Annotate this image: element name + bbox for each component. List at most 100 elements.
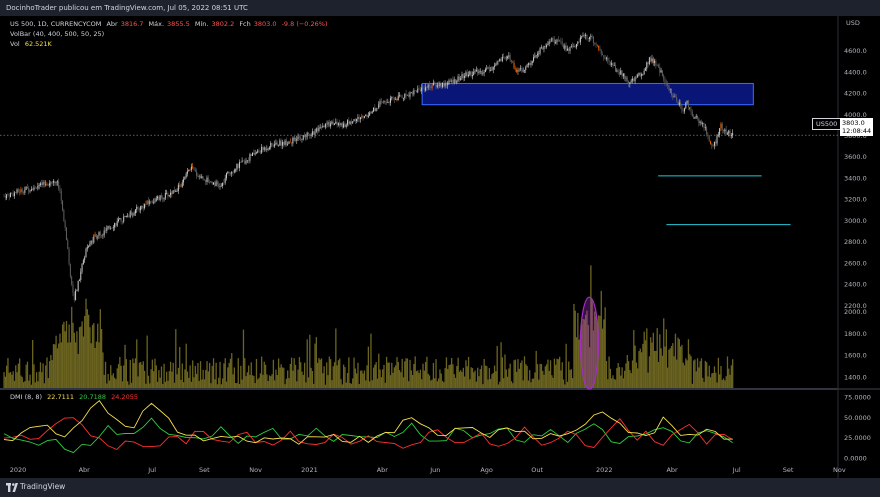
volume-bar	[439, 369, 441, 388]
candle-body	[197, 176, 199, 177]
dmi-pane	[0, 390, 838, 461]
volume-bar	[210, 383, 212, 388]
candle-body	[149, 201, 151, 204]
volume-bar	[674, 333, 677, 388]
legend-low-label: Mín.	[194, 20, 209, 28]
candle-body	[51, 182, 53, 184]
candle-body	[203, 179, 205, 181]
candle-body	[402, 97, 404, 99]
volume-bar	[197, 363, 199, 388]
volume-bar	[237, 358, 239, 388]
volume-bar	[136, 339, 138, 388]
volume-bar	[504, 354, 506, 388]
volume-bar	[527, 380, 530, 388]
candle-body	[449, 80, 451, 82]
volume-bar	[98, 342, 100, 388]
volume-bar	[56, 348, 59, 388]
candle-body	[283, 141, 285, 145]
candle-body	[179, 184, 181, 187]
volume-bar	[356, 373, 358, 388]
volume-bar	[558, 356, 561, 388]
volume-bar	[106, 383, 108, 388]
volume-bar	[687, 339, 690, 388]
volume-bar	[107, 373, 109, 388]
candle-body	[704, 127, 706, 129]
volume-bar	[560, 370, 562, 388]
candle-body	[155, 198, 157, 202]
candle-body	[693, 116, 695, 119]
price-tick-label: 2200.0	[844, 302, 867, 310]
volume-bar	[414, 356, 416, 388]
volume-bar	[726, 356, 729, 388]
volume-bar	[246, 372, 249, 388]
candle-body	[33, 187, 35, 191]
candle-body	[466, 72, 468, 77]
last-price-value: 3803.0	[842, 119, 865, 127]
legend-open-value: 3816.7	[120, 20, 144, 28]
candle-body	[582, 35, 584, 37]
candle-body	[687, 100, 689, 108]
volume-bar	[392, 372, 394, 388]
candle-body	[93, 236, 95, 243]
price-chart[interactable]: USD 2200.0 2400.0 2600.0 2800.0 3000.0 3200.0 3…	[0, 16, 880, 478]
volume-legend: Vol 62.521K	[10, 40, 55, 48]
candle-body	[341, 123, 343, 128]
volume-bar	[301, 371, 303, 388]
candle-body	[423, 88, 425, 91]
candle-body	[665, 83, 667, 84]
volume-bar	[374, 364, 376, 388]
candle-body	[287, 143, 289, 145]
candle-body	[107, 226, 109, 229]
candle-body	[490, 70, 492, 71]
time-axis-area	[0, 461, 838, 478]
candle-body	[479, 70, 481, 72]
dmi-value-plus: 20.7188	[79, 393, 107, 401]
candle-body	[703, 122, 705, 129]
volume-bar	[536, 364, 539, 388]
volume-bar	[363, 370, 366, 388]
candle-body	[97, 235, 99, 239]
candle-body	[419, 88, 421, 92]
candle-body	[183, 179, 185, 183]
candle-body	[71, 276, 73, 285]
candle-body	[266, 148, 268, 150]
volume-bar	[437, 378, 440, 388]
volume-bar	[648, 356, 651, 388]
candle-body	[482, 72, 484, 74]
volume-bar	[155, 365, 157, 388]
volume-bar	[652, 332, 654, 388]
volume-bar	[436, 381, 438, 388]
candle-body	[690, 109, 692, 112]
volume-bar	[586, 310, 588, 388]
volume-bar	[350, 383, 353, 388]
volume-bar	[184, 369, 186, 388]
candle-body	[257, 150, 259, 153]
volume-bar	[7, 358, 9, 388]
candle-body	[102, 234, 104, 236]
volume-bar	[249, 374, 251, 388]
volume-bar	[277, 358, 280, 388]
volume-bar	[130, 382, 133, 388]
candle-body	[95, 234, 97, 239]
candle-body	[596, 44, 598, 47]
candle-body	[400, 95, 402, 97]
candle-body	[348, 120, 350, 124]
volume-bar	[192, 360, 194, 388]
candle-body	[129, 211, 131, 217]
volume-bar	[35, 372, 38, 388]
candle-body	[499, 58, 501, 62]
volume-bar	[366, 365, 368, 388]
candle-body	[654, 60, 656, 63]
volume-bar	[215, 362, 217, 388]
volume-bar	[609, 368, 612, 388]
candle-body	[700, 121, 702, 125]
volume-bar	[176, 374, 178, 388]
volume-bar	[526, 365, 528, 388]
volume-bar	[486, 366, 488, 388]
candle-body	[29, 190, 31, 192]
volume-bar	[71, 306, 73, 388]
symbol-legend: US 500, 1D, CURRENCYCOM Abr 3816.7 Máx. 38…	[10, 20, 331, 28]
price-tick-label: 3400.0	[844, 174, 867, 182]
candle-body	[486, 68, 488, 70]
volume-bar	[732, 359, 734, 388]
